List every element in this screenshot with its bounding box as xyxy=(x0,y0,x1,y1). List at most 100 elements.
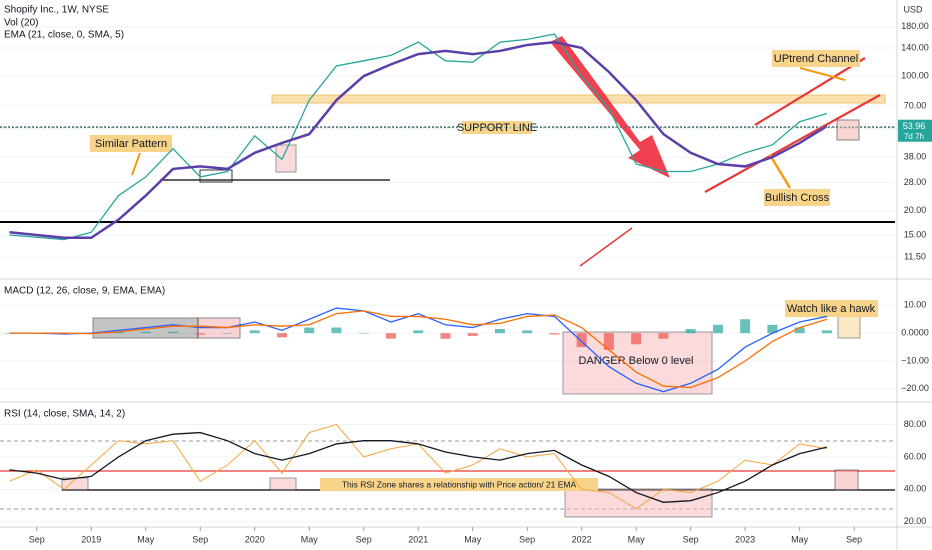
channel-line xyxy=(704,94,881,193)
y-tick-label: 20.00 xyxy=(904,516,927,526)
histogram-bar xyxy=(549,333,560,335)
y-tick-label: 140.00 xyxy=(901,42,929,52)
annotation: Watch like a hawk xyxy=(787,303,876,315)
x-tick-label: May xyxy=(301,534,319,544)
ema-header: EMA (21, close, 0, SMA, 5) xyxy=(4,30,124,41)
histogram-bar xyxy=(413,330,424,334)
x-tick-label: 2021 xyxy=(408,534,428,544)
note-box xyxy=(772,50,860,67)
annotation: Bullish Cross xyxy=(765,192,830,204)
note-box xyxy=(320,478,598,491)
histogram-bar xyxy=(276,333,287,338)
histogram-bar xyxy=(331,327,342,334)
annotation: This RSI Zone shares a relationship with… xyxy=(342,479,577,489)
x-tick-label: May xyxy=(137,534,155,544)
series-line xyxy=(9,431,828,503)
histogram-bar xyxy=(304,327,315,334)
x-tick-label: Sep xyxy=(519,534,535,544)
rsi-header: RSI (14, close, SMA, 14, 2) xyxy=(4,409,125,420)
histogram-bar xyxy=(494,328,505,334)
annotation: SUPPORT LINE xyxy=(457,122,537,134)
y-tick-label: 11.50 xyxy=(904,252,926,262)
currency: USD xyxy=(903,4,923,14)
x-tick-label: Sep xyxy=(683,534,699,544)
y-tick-label: −10.00 xyxy=(901,355,929,365)
x-tick-label: 2022 xyxy=(572,534,592,544)
y-tick-label: −20.00 xyxy=(901,383,929,393)
y-tick-label: 28.00 xyxy=(904,177,927,187)
histogram-bar xyxy=(740,319,751,334)
note-box xyxy=(764,189,830,206)
note-box xyxy=(90,135,172,152)
x-tick-label: Sep xyxy=(192,534,208,544)
annotation: DANGER Below 0 level xyxy=(579,355,694,367)
down-arrow xyxy=(550,36,670,178)
histogram-bar xyxy=(821,330,832,334)
callout-arrow xyxy=(768,154,792,189)
macd-header: MACD (12, 26, close, 9, EMA, EMA) xyxy=(4,286,165,297)
annotation: Similar Pattern xyxy=(95,138,167,150)
y-tick-label: 70.00 xyxy=(904,100,927,110)
histogram-bar xyxy=(712,324,723,334)
series-line xyxy=(9,33,828,241)
series-line xyxy=(9,310,828,389)
x-tick-label: 2019 xyxy=(81,534,101,544)
y-tick-label: 20.00 xyxy=(904,205,927,215)
y-tick-label: 0.0000 xyxy=(901,328,929,338)
symbol-header: Shopify Inc., 1W, NYSE xyxy=(4,5,109,16)
countdown: 7d 7h xyxy=(904,132,924,141)
pattern-box xyxy=(275,144,297,173)
resistance-band xyxy=(271,94,886,104)
y-tick-label: 80.00 xyxy=(904,419,927,429)
histogram-bar xyxy=(440,333,451,339)
histogram-bar xyxy=(168,331,179,334)
volume-header: Vol (20) xyxy=(4,18,38,29)
histogram-bar xyxy=(603,333,614,350)
histogram-bar xyxy=(794,327,805,334)
last-price-label: 53.96 xyxy=(903,121,926,131)
x-tick-label: Sep xyxy=(29,534,45,544)
callout-arrow xyxy=(131,152,141,176)
last-price-box xyxy=(898,119,932,142)
histogram-bar xyxy=(685,328,696,334)
x-tick-label: Sep xyxy=(356,534,372,544)
histogram-bar xyxy=(140,331,151,334)
channel-line xyxy=(754,57,866,126)
x-tick-label: May xyxy=(791,534,809,544)
histogram-bar xyxy=(467,333,478,336)
y-tick-label: 10.00 xyxy=(904,300,927,310)
histogram-bar xyxy=(358,333,369,334)
note-box xyxy=(462,121,532,134)
histogram-bar xyxy=(658,333,669,339)
volume-arrow xyxy=(579,227,633,267)
macd-box xyxy=(837,314,861,339)
histogram-bar xyxy=(195,333,206,335)
x-tick-label: May xyxy=(464,534,482,544)
histogram-bar xyxy=(631,333,642,345)
rsi-box xyxy=(834,469,859,491)
rsi-box xyxy=(269,477,297,491)
callout-arrow xyxy=(799,67,846,81)
note-box xyxy=(785,300,878,317)
y-tick-label: 100.00 xyxy=(901,70,929,80)
series-line xyxy=(9,40,828,240)
pattern-box xyxy=(836,119,860,141)
y-tick-label: 180.00 xyxy=(901,21,929,31)
y-tick-label: 40.00 xyxy=(904,484,927,494)
histogram-bar xyxy=(522,330,533,334)
y-tick-label: 38.00 xyxy=(904,151,927,161)
histogram-bar xyxy=(767,324,778,334)
x-tick-label: 2023 xyxy=(735,534,755,544)
histogram-bar xyxy=(576,333,587,348)
x-tick-label: Sep xyxy=(846,534,862,544)
series-line xyxy=(9,307,828,393)
labels: Shopify Inc., 1W, NYSE Vol (20) EMA (21,… xyxy=(4,4,923,491)
y-tick-label: 60.00 xyxy=(904,451,927,461)
annotation: UPtrend Channel xyxy=(774,53,858,65)
histogram-bar xyxy=(249,330,260,334)
x-tick-label: 2020 xyxy=(245,534,265,544)
y-tick-label: 15.00 xyxy=(904,229,927,239)
histogram-bar xyxy=(113,331,124,334)
series-layer: 180.00 140.00 100.00 70.00 38.00 28.00 20.00 15… xyxy=(0,21,932,544)
